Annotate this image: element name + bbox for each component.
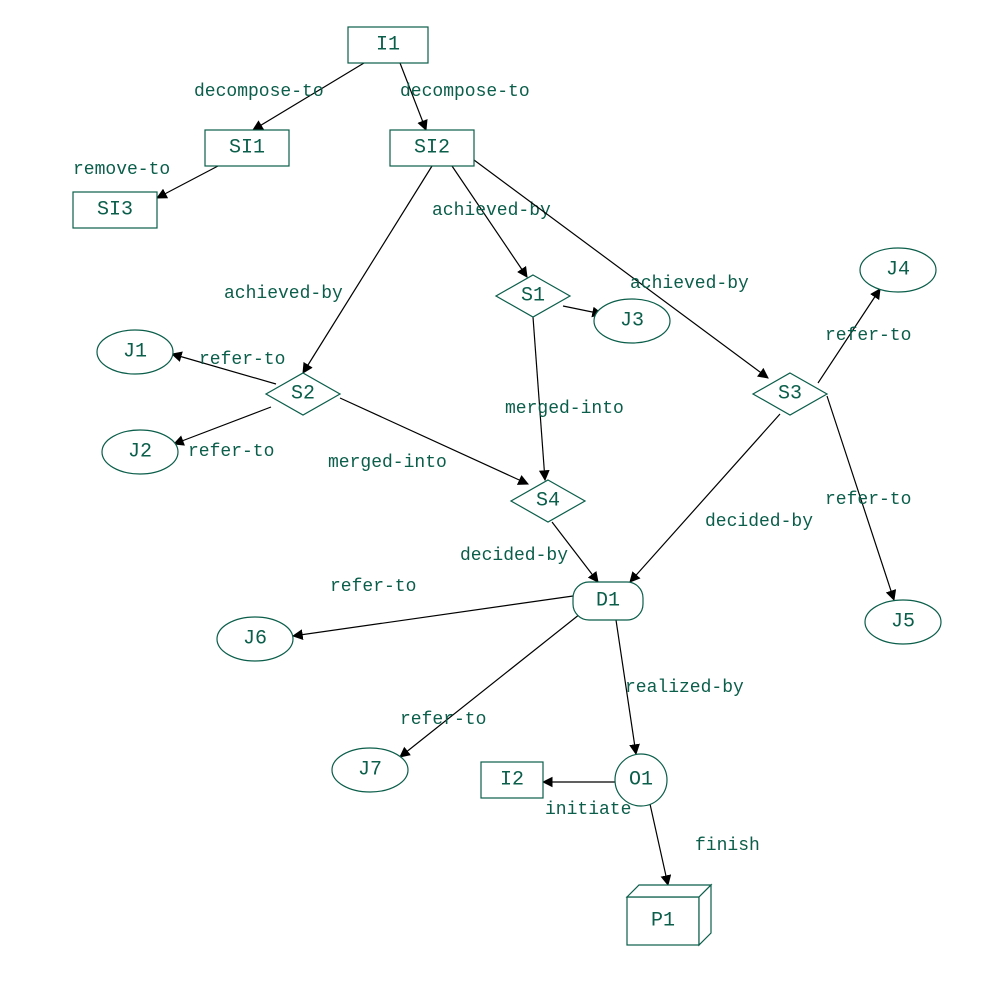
edge-label-D1-17: realized-by: [625, 678, 744, 698]
node-J5: J5: [865, 600, 941, 644]
node-label-J7: J7: [358, 759, 382, 782]
edge-label-S3-13: decided-by: [705, 512, 813, 532]
node-SI1: SI1: [205, 130, 289, 166]
node-D1: D1: [573, 582, 643, 620]
edge-label-O1-19: finish: [695, 836, 760, 856]
diagram-canvas: decompose-to decompose-to remove-to achieve…: [0, 0, 1000, 988]
edge-label-S2-7: refer-to: [199, 350, 285, 370]
node-I2: I2: [481, 762, 543, 798]
edge-D1-15: [293, 596, 573, 636]
node-J2: J2: [102, 430, 178, 474]
edge-label-SI2-5: achieved-by: [630, 274, 749, 294]
edge-label-I1-0: decompose-to: [194, 82, 324, 102]
node-J3: J3: [594, 299, 670, 343]
node-S2: S2: [266, 373, 340, 415]
node-label-D1: D1: [596, 590, 620, 613]
node-O1: O1: [615, 754, 667, 806]
edge-S3-13: [630, 414, 780, 582]
node-label-J3: J3: [620, 310, 644, 333]
nodes-layer: I1 SI1 SI2 SI3 S1 S2 S3 S4 J1 J2 J3 J4 J5 J6 J7 D1 O1 I2 P…: [73, 27, 941, 945]
node-P1: P1: [627, 885, 711, 945]
node-label-I2: I2: [500, 769, 524, 792]
node-label-SI2: SI2: [414, 137, 450, 160]
node-label-O1: O1: [629, 769, 653, 792]
node-label-SI3: SI3: [97, 199, 133, 222]
node-label-SI1: SI1: [229, 137, 265, 160]
edge-S2-8: [174, 407, 271, 444]
edge-D1-16: [400, 614, 580, 757]
edge-label-S1-9: merged-into: [505, 399, 624, 419]
node-label-S3: S3: [778, 383, 802, 406]
edge-label-S2-8: refer-to: [188, 442, 274, 462]
node-label-S2: S2: [291, 383, 315, 406]
node-J6: J6: [217, 617, 293, 661]
edge-O1-19: [650, 804, 668, 885]
node-label-P1: P1: [651, 910, 675, 933]
node-label-J1: J1: [123, 341, 147, 364]
edge-label-S2-10: merged-into: [328, 453, 447, 473]
node-S3: S3: [753, 373, 827, 415]
node-J1: J1: [97, 330, 173, 374]
edge-SI2-4: [452, 166, 527, 277]
node-J7: J7: [332, 748, 408, 792]
node-label-J6: J6: [243, 628, 267, 651]
edge-label-O1-18: initiate: [545, 800, 631, 820]
node-SI2: SI2: [390, 130, 474, 166]
node-I1: I1: [348, 27, 428, 63]
node-label-S4: S4: [536, 490, 560, 513]
node-S4: S4: [511, 480, 585, 522]
node-SI3: SI3: [73, 192, 157, 228]
edge-label-S3-12: refer-to: [825, 490, 911, 510]
node-label-S1: S1: [521, 285, 545, 308]
edge-label-S3-11: refer-to: [825, 326, 911, 346]
edge-SI2-5: [474, 160, 768, 378]
node-J4: J4: [860, 248, 936, 292]
edge-SI2-3: [303, 166, 432, 373]
edge-label-I1-1: decompose-to: [400, 82, 530, 102]
node-label-J4: J4: [886, 259, 910, 282]
node-label-J5: J5: [891, 611, 915, 634]
edge-label-S4-14: decided-by: [460, 546, 568, 566]
edge-label-SI1-2: remove-to: [73, 160, 170, 180]
node-S1: S1: [496, 275, 570, 317]
edge-label-D1-16: refer-to: [400, 710, 486, 730]
node-label-I1: I1: [376, 34, 400, 57]
node-label-J2: J2: [128, 441, 152, 464]
edge-label-SI2-3: achieved-by: [224, 284, 343, 304]
edge-label-D1-15: refer-to: [330, 577, 416, 597]
